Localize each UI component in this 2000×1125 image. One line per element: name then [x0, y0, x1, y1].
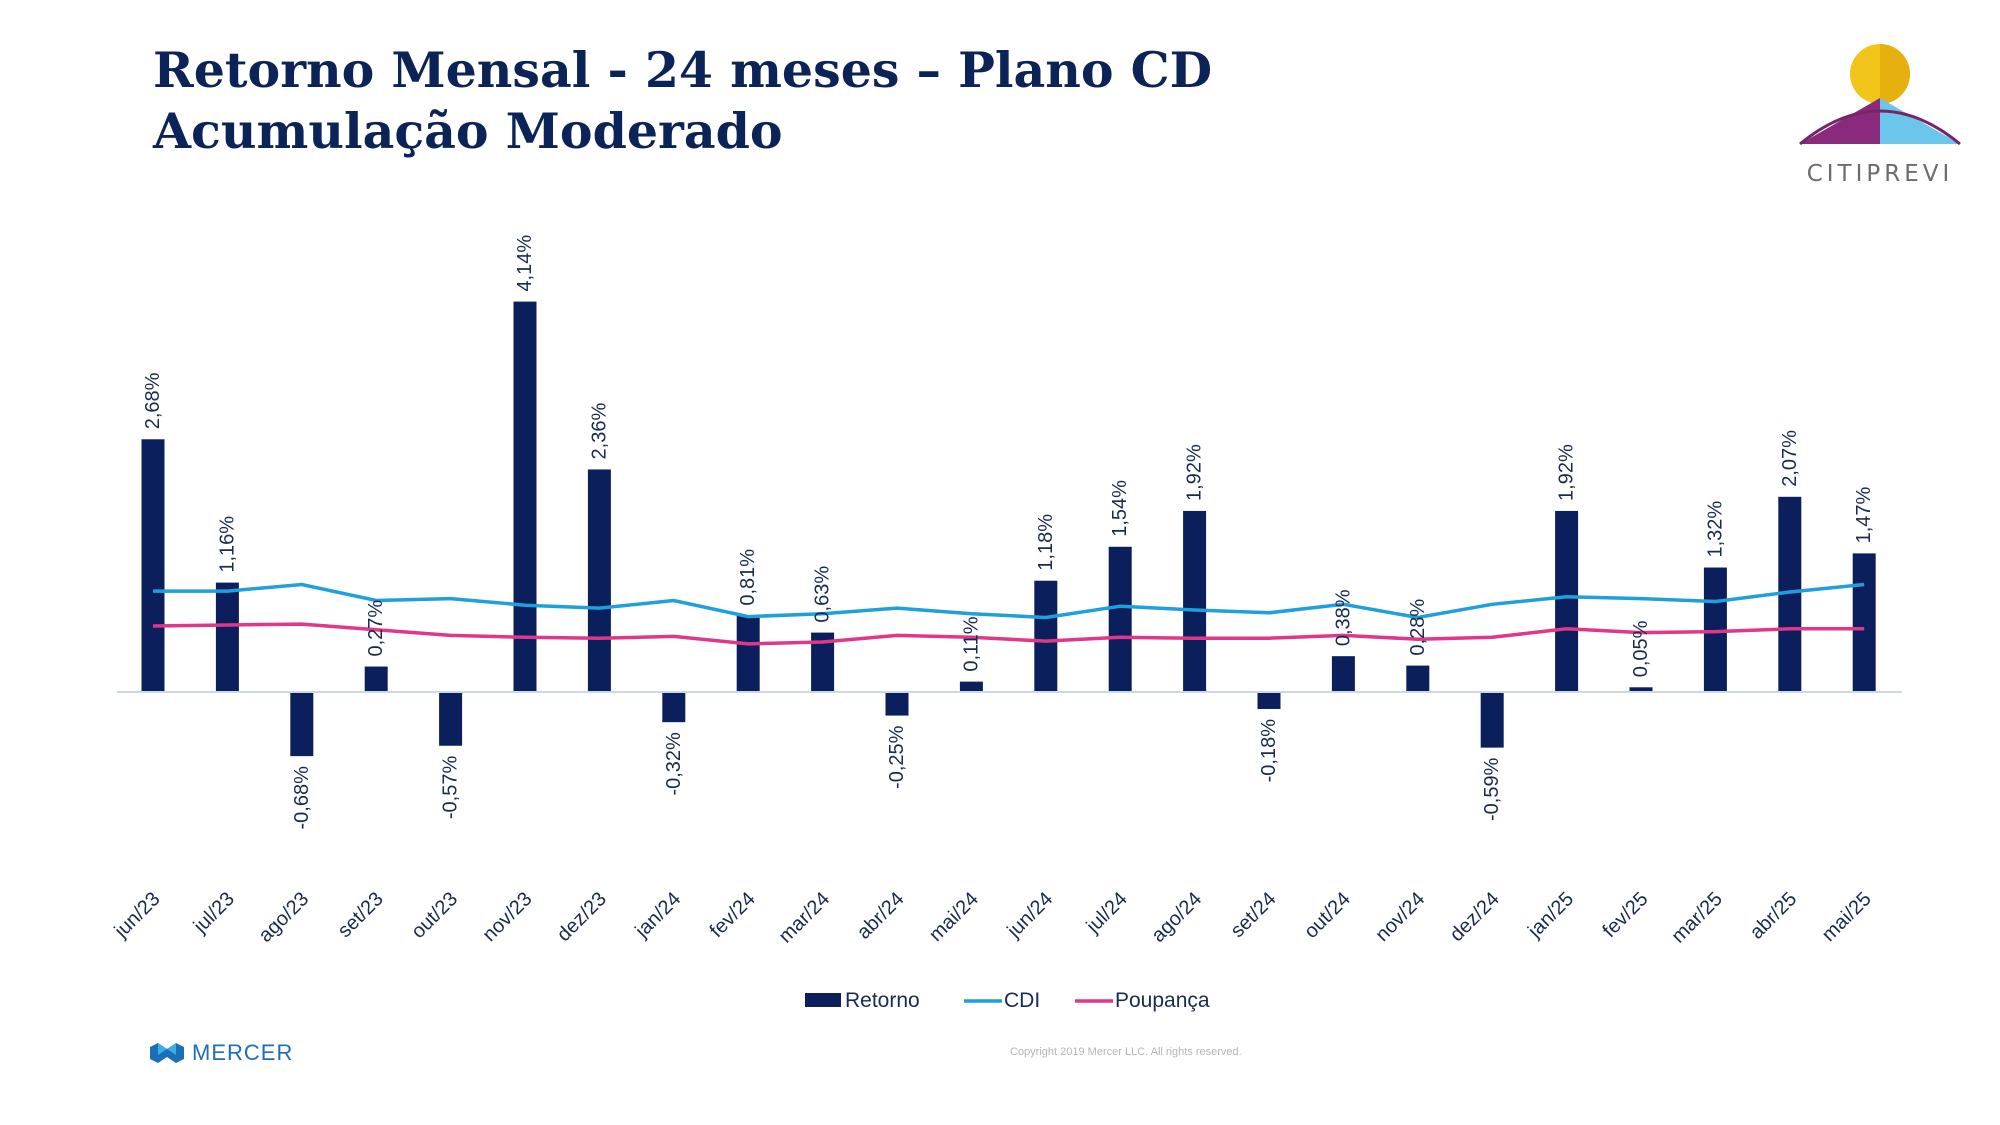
x-tick-label: ago/23	[255, 888, 314, 947]
bar-retorno-set-23	[364, 666, 388, 692]
bar-retorno-fev-25	[1629, 687, 1653, 692]
data-label-mar-25: 1,32%	[1704, 501, 1726, 558]
data-label-ago-24: 1,92%	[1184, 444, 1206, 501]
bar-retorno-abr-25	[1778, 496, 1802, 692]
data-label-fev-25: 0,05%	[1630, 620, 1652, 677]
data-label-out-23: -0,57%	[440, 756, 462, 820]
data-label-ago-23: -0,68%	[291, 766, 313, 830]
logo-text: CITIPREVI	[1807, 161, 1954, 187]
chart-title: Retorno Mensal - 24 meses – Plano CD Acu…	[153, 41, 1213, 160]
data-label-jan-25: 1,92%	[1556, 444, 1578, 501]
legend-swatch-retorno	[805, 993, 841, 1007]
bar-retorno-ago-24	[1183, 510, 1207, 692]
x-tick-label: dez/24	[1446, 888, 1504, 946]
data-label-out-24: 0,38%	[1332, 589, 1354, 646]
x-tick-label: mai/25	[1818, 888, 1876, 946]
x-tick-label: jan/24	[631, 888, 686, 943]
data-label-mai-25: 1,47%	[1853, 486, 1875, 543]
bar-retorno-fev-24	[736, 615, 760, 692]
data-labels: 2,68% 1,16% -0,68% 0,27% -0,57% 4,14% 2,36% -0,…	[142, 235, 1875, 830]
bar-retorno-jan-25	[1555, 510, 1579, 692]
data-label-nov-23: 4,14%	[514, 235, 536, 292]
x-tick-label: mar/25	[1667, 888, 1727, 948]
x-tick-label: abr/25	[1746, 888, 1802, 944]
bar-retorno-jun-24	[1034, 580, 1058, 692]
bar-retorno-out-23	[439, 692, 463, 746]
data-label-jan-24: -0,32%	[663, 732, 685, 796]
x-tick-label: out/23	[407, 888, 462, 943]
x-tick-label: jul/24	[1082, 888, 1132, 938]
x-tick-label: out/24	[1300, 888, 1355, 943]
data-label-abr-24: -0,25%	[886, 725, 908, 789]
data-label-dez-23: 2,36%	[588, 403, 610, 460]
data-label-mai-24: 0,11%	[960, 616, 982, 671]
data-label-jun-24: 1,18%	[1035, 514, 1057, 571]
data-label-mar-24: 0,63%	[812, 566, 834, 623]
x-tick-label: ago/24	[1147, 888, 1206, 947]
cdi-series-line	[153, 582, 1865, 620]
x-tick-label: nov/24	[1371, 888, 1429, 946]
roof-right-icon	[1880, 98, 1960, 144]
bar-retorno-jul-23	[215, 582, 239, 692]
x-tick-label: mai/24	[925, 888, 983, 946]
x-tick-label: abr/24	[853, 888, 909, 944]
data-label-set-23: 0,27%	[365, 600, 387, 657]
legend-label-poupanca: Poupança	[1115, 989, 1210, 1012]
retorno-bars	[141, 301, 1876, 757]
roof-left-icon	[1800, 98, 1880, 144]
bar-retorno-mar-25	[1703, 567, 1727, 692]
data-label-abr-25: 2,07%	[1779, 430, 1801, 487]
bar-retorno-out-24	[1331, 656, 1355, 692]
bar-retorno-nov-23	[513, 301, 537, 692]
data-label-set-24: -0,18%	[1258, 719, 1280, 783]
data-label-nov-24: 0,28%	[1407, 599, 1429, 656]
x-tick-label: jan/25	[1523, 888, 1578, 943]
bar-retorno-mai-25	[1852, 553, 1876, 692]
x-tick-label: dez/23	[553, 888, 611, 946]
legend-label-retorno: Retorno	[845, 989, 920, 1012]
mercer-mark-icon	[150, 1043, 184, 1063]
data-label-fev-24: 0,81%	[737, 549, 759, 606]
copyright-text: Copyright 2019 Mercer LLC. All rights re…	[1010, 1046, 1242, 1058]
data-label-dez-24: -0,59%	[1481, 757, 1503, 821]
legend: Retorno CDI Poupança	[805, 989, 1210, 1012]
citiprevi-logo: CITIPREVI	[1799, 44, 1961, 187]
data-label-jul-23: 1,16%	[216, 516, 238, 573]
x-tick-label: set/24	[1226, 888, 1280, 942]
x-tick-label: jun/23	[110, 888, 165, 943]
legend-label-cdi: CDI	[1004, 989, 1040, 1012]
bar-retorno-abr-24	[885, 692, 909, 716]
x-tick-label: mar/24	[775, 888, 835, 948]
bar-retorno-jun-23	[141, 439, 165, 692]
x-tick-label: jul/23	[189, 888, 239, 938]
mercer-text: MERCER	[192, 1040, 294, 1065]
poupanca-series-line	[152, 622, 1865, 646]
bar-retorno-mar-24	[811, 632, 835, 692]
x-axis-ticks: jun/23 jul/23 ago/23 set/23 out/23 nov/23 dez/…	[110, 888, 1876, 948]
x-tick-label: fev/25	[1598, 888, 1652, 942]
bar-retorno-jul-24	[1108, 546, 1132, 692]
bar-retorno-mai-24	[959, 681, 983, 692]
bar-retorno-ago-23	[290, 692, 314, 757]
x-tick-label: set/23	[334, 888, 388, 942]
bar-retorno-nov-24	[1406, 665, 1430, 692]
data-label-jun-23: 2,68%	[142, 372, 164, 429]
bar-retorno-set-24	[1257, 692, 1281, 709]
data-label-jul-24: 1,54%	[1109, 480, 1131, 537]
mercer-logo: MERCER	[150, 1038, 293, 1068]
x-tick-label: jun/24	[1003, 888, 1058, 943]
x-tick-label: nov/23	[479, 888, 537, 946]
bar-retorno-dez-23	[587, 469, 611, 692]
x-tick-label: fev/24	[706, 888, 760, 942]
bar-retorno-dez-24	[1480, 692, 1504, 748]
bar-retorno-jan-24	[662, 692, 686, 723]
